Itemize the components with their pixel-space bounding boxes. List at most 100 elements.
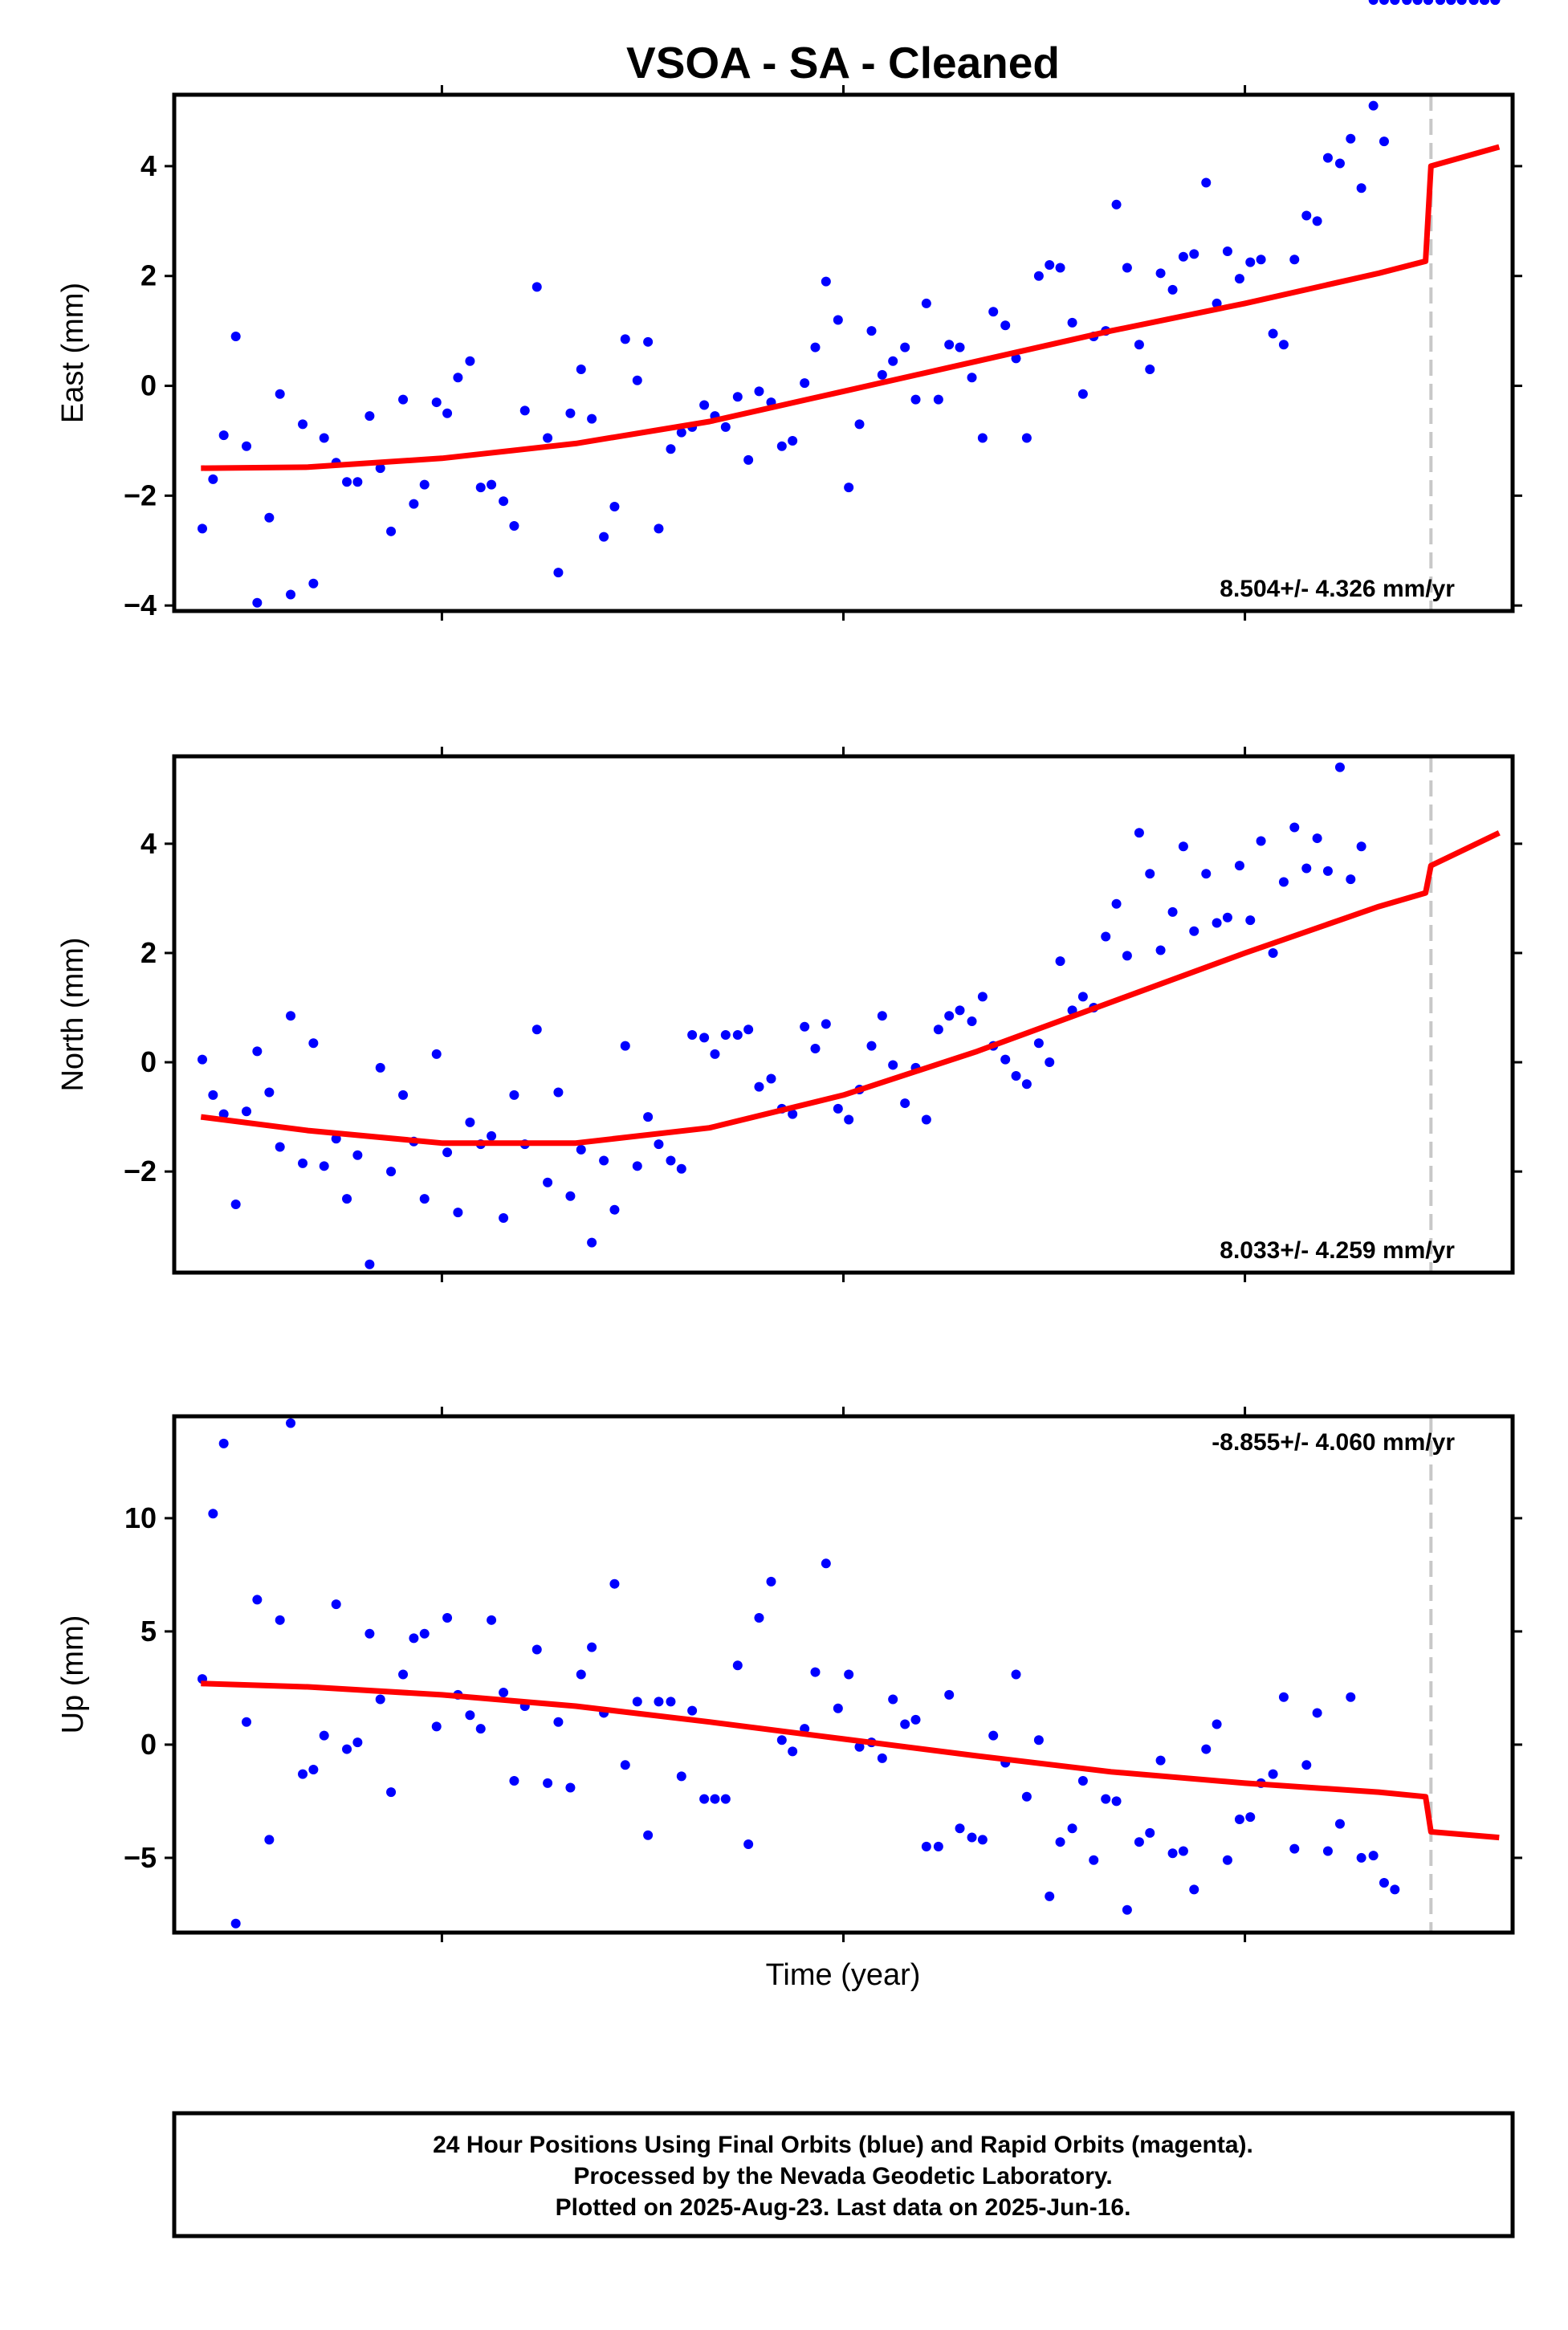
north-data-point [576,1144,586,1155]
east-data-point [342,477,352,487]
up-data-point [308,1764,319,1774]
north-data-point [821,1019,831,1029]
north-data-point [531,1024,542,1035]
north-data-point [921,1114,931,1125]
up-data-point [676,1771,686,1782]
up-data-point [844,1669,854,1680]
north-data-point [431,1049,442,1059]
north-data-point [1368,0,1379,5]
up-data-point [565,1782,576,1793]
up-data-point [1346,1692,1356,1702]
east-data-point [419,479,430,490]
north-data-point [308,1038,319,1049]
east-data-point [1122,263,1132,273]
north-data-point [553,1087,564,1098]
north-data-point [687,1030,698,1041]
north-data-point [676,1163,686,1174]
up-data-point [632,1697,642,1707]
east-data-point [666,444,676,454]
east-data-point [275,389,285,399]
east-data-point [365,411,375,422]
up-data-point [398,1669,409,1680]
north-data-point [1055,956,1065,967]
north-data-point [242,1106,252,1117]
up-data-point [1011,1669,1021,1680]
north-data-point [375,1062,385,1073]
up-data-point [1379,1877,1389,1888]
east-data-point [286,589,296,600]
up-data-point [587,1642,597,1652]
north-data-point [1201,869,1212,879]
east-data-point [1155,268,1166,279]
north-data-point [1167,906,1178,917]
north-data-point [944,1011,955,1021]
north-y-axis-label: North (mm) [56,937,90,1091]
north-data-point [331,1134,341,1144]
east-data-point [1145,365,1155,375]
chart-title: VSOA - SA - Cleaned [626,38,1060,88]
up-data-point [1089,1855,1099,1865]
north-data-point [1268,947,1278,958]
north-data-point [1189,926,1199,936]
north-data-point [788,1109,798,1119]
up-data-point [1111,1796,1122,1807]
footer-line-1: 24 Hour Positions Using Final Orbits (bl… [433,2132,1253,2158]
north-panel: −2 0 2 4 North (mm) 8.033+/- 4.259 mm/yr [56,0,1522,1282]
north-data-point [565,1191,576,1201]
up-data-point [1201,1744,1212,1754]
up-data-point [1301,1760,1312,1770]
north-data-point [509,1090,519,1100]
east-data-point [854,419,865,430]
north-data-point [342,1194,352,1204]
north-data-point [1077,992,1088,1002]
north-fit-line [200,830,1501,1147]
up-data-point [386,1787,397,1798]
east-data-point [620,334,630,344]
up-data-point [988,1730,999,1741]
up-data-point [732,1660,743,1671]
east-data-point [720,422,731,432]
up-data-point [609,1578,620,1589]
east-data-point [1356,183,1366,193]
up-data-point [230,1918,241,1929]
up-data-point [710,1794,720,1804]
east-data-point [1379,136,1389,147]
north-data-point [866,1041,877,1051]
north-data-point [1134,828,1144,838]
up-data-point [1402,0,1412,5]
up-data-point [1245,1812,1256,1823]
up-data-point [933,1841,943,1851]
up-data-point [1435,0,1445,5]
east-data-point [921,298,931,308]
up-data-point [1077,1776,1088,1786]
east-data-point [967,373,977,383]
east-data-point [1201,177,1212,188]
east-data-point [264,512,275,523]
up-data-point [1268,1769,1278,1779]
east-data-point [531,282,542,292]
east-data-point [609,502,620,512]
up-data-point [1312,1708,1322,1718]
east-data-point [1234,274,1244,284]
north-data-point [720,1030,731,1041]
north-data-point [252,1046,263,1057]
up-data-point [1189,1884,1199,1895]
east-data-point [877,369,887,380]
east-data-point [1033,271,1044,281]
north-data-point [1033,1038,1044,1049]
east-data-point [499,496,509,507]
up-data-point [1468,0,1479,5]
up-data-point [1021,1791,1032,1802]
up-data-point [1178,1846,1188,1856]
up-data-point [531,1644,542,1655]
north-data-point [1346,874,1356,885]
east-data-point [754,386,764,397]
up-data-point [1155,1755,1166,1766]
footer-box [172,2111,1515,2238]
east-y-axis-label: East (mm) [56,283,90,423]
east-ytick-label: 4 [141,149,157,182]
east-rate-label: 8.504+/- 4.326 mm/yr [1220,576,1455,602]
up-data-point [888,1694,898,1705]
east-data-point [1289,255,1300,265]
